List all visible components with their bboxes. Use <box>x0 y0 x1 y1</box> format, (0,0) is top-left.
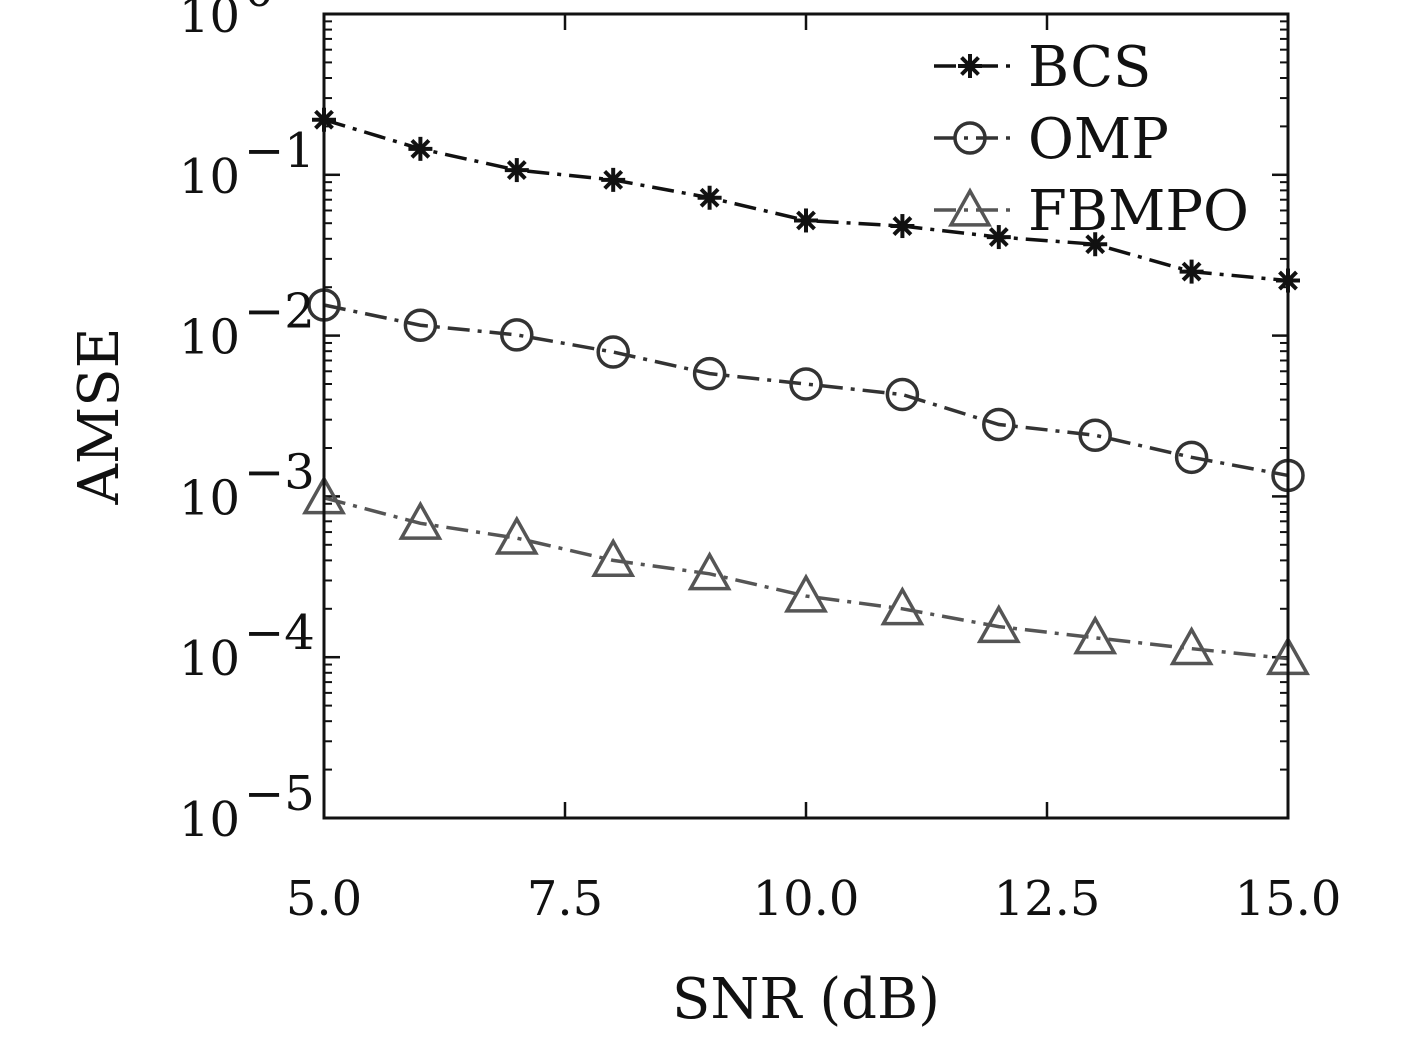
data-point <box>1083 232 1108 257</box>
data-point <box>784 573 828 613</box>
y-tick-label: 10 <box>179 0 240 44</box>
x-tick-label: 12.5 <box>994 871 1101 927</box>
y-tick-label: 10 <box>179 631 240 687</box>
data-point <box>398 500 443 540</box>
data-point <box>890 214 915 239</box>
y-tick-exponent: −1 <box>244 123 315 179</box>
y-axis-title: AMSE <box>67 327 132 505</box>
data-point <box>976 604 1021 644</box>
star-stroke <box>506 160 527 180</box>
y-tick-label: 10 <box>179 470 240 526</box>
star-stroke <box>892 216 913 236</box>
data-point <box>601 167 626 192</box>
legend-item-omp: OMP <box>934 107 1169 172</box>
y-tick-label: 10 <box>179 310 240 366</box>
legend-item-fbmpo: FBMPO <box>934 179 1249 244</box>
data-point <box>403 308 438 342</box>
data-point <box>1169 626 1214 666</box>
series-fbmpo <box>302 475 1310 676</box>
series-line <box>323 496 1289 661</box>
data-point <box>596 335 630 369</box>
star-stroke <box>410 138 431 159</box>
data-point <box>1073 615 1118 655</box>
star-stroke <box>699 187 720 208</box>
series-omp <box>307 288 1305 493</box>
data-point <box>789 367 823 401</box>
x-tick-label: 15.0 <box>1235 871 1342 927</box>
series-layer <box>302 107 1310 676</box>
star-stroke <box>960 56 980 76</box>
legend-marker <box>958 54 982 78</box>
star-stroke <box>603 169 624 190</box>
data-point <box>692 356 727 391</box>
y-tick-label: 10 <box>179 792 240 848</box>
data-point <box>982 407 1016 442</box>
star-stroke <box>988 227 1009 247</box>
y-tick-exponent: −5 <box>244 766 315 822</box>
x-tick-labels: 5.0 7.5 10.0 12.5 15.0 <box>286 871 1342 927</box>
data-point <box>885 377 920 412</box>
legend-item-bcs: BCS <box>934 35 1151 100</box>
y-tick-exponent: 0 <box>244 0 275 18</box>
x-axis-title: SNR (dB) <box>672 967 940 1032</box>
data-point <box>1179 259 1204 284</box>
series-line <box>323 303 1289 478</box>
data-point <box>504 158 529 183</box>
star-stroke <box>1085 234 1106 255</box>
legend-marker <box>948 187 992 227</box>
data-point <box>408 136 433 161</box>
data-point <box>986 225 1011 250</box>
data-point <box>697 185 722 210</box>
y-tick-label: 10 <box>179 149 240 205</box>
x-tick-label: 10.0 <box>753 871 860 927</box>
legend-label: BCS <box>1028 35 1151 100</box>
x-tick-label: 7.5 <box>527 871 603 927</box>
y-tick-exponent: −4 <box>244 605 315 661</box>
y-tick-labels: 10010−110−210−310−410−5 <box>179 0 315 848</box>
star-stroke <box>1181 261 1202 282</box>
legend-marker <box>953 121 987 155</box>
data-point <box>880 586 925 626</box>
data-point <box>1174 440 1209 475</box>
legend: BCS OMP FBMPO <box>934 35 1249 244</box>
data-point <box>687 551 732 591</box>
data-point <box>494 515 539 555</box>
data-point <box>500 318 534 352</box>
x-tick-label: 5.0 <box>286 871 362 927</box>
y-tick-exponent: −2 <box>244 284 315 340</box>
plot-frame <box>322 12 1290 820</box>
y-tick-exponent: −3 <box>244 444 315 500</box>
data-point <box>794 208 818 233</box>
data-point <box>1078 418 1112 453</box>
star-stroke <box>796 210 816 231</box>
data-point <box>591 537 636 577</box>
legend-label: FBMPO <box>1028 179 1249 244</box>
legend-label: OMP <box>1028 107 1169 172</box>
